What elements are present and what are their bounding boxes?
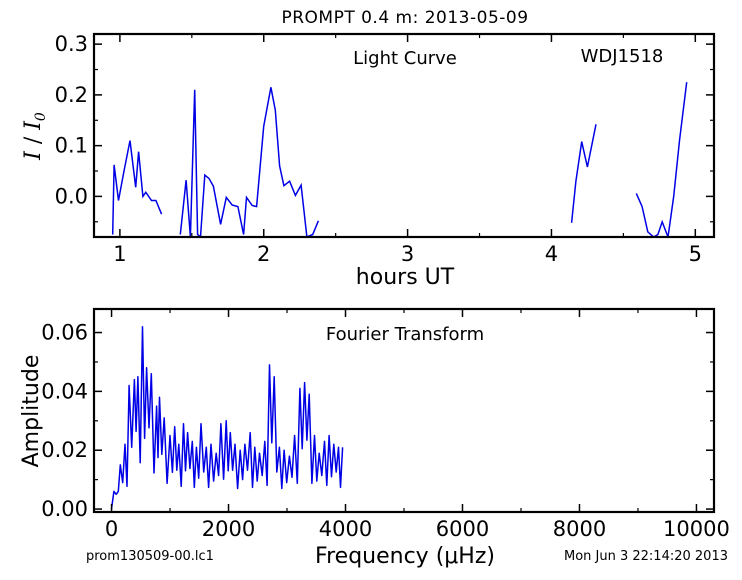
fourier-ytick-label: 0.00 bbox=[41, 497, 88, 521]
fourier-xtick-label: 8000 bbox=[553, 517, 606, 541]
light-curve-segment-2 bbox=[179, 87, 320, 237]
light-curve-xlabel: hours UT bbox=[356, 265, 455, 290]
light-curve-lines bbox=[111, 82, 688, 237]
fourier-xtick-label: 10000 bbox=[663, 517, 730, 541]
light-curve-segment-4 bbox=[635, 82, 688, 237]
light-curve-ytick-label: 0.2 bbox=[55, 83, 88, 107]
fourier-ticks: 0 2000 4000 6000 8000 10000 0.00 0.02 0.04 0.06 bbox=[41, 309, 730, 541]
fourier-label: Fourier Transform bbox=[326, 324, 484, 345]
light-curve-ticks: 1 2 3 4 5 0.0 0.1 0.2 0.3 bbox=[55, 32, 714, 266]
footer-filename: prom130509-00.lc1 bbox=[86, 549, 214, 564]
fourier-frame bbox=[92, 307, 716, 514]
light-curve-xtick-label: 4 bbox=[545, 242, 558, 266]
light-curve-segment-1 bbox=[111, 140, 163, 235]
light-curve-xtick-label: 1 bbox=[113, 242, 126, 266]
light-curve-panel: 1 2 3 4 5 0.0 0.1 0.2 0.3 Light Curve WDJ1518 ho… bbox=[21, 32, 716, 290]
light-curve-xtick-label: 2 bbox=[257, 242, 270, 266]
fourier-series-line bbox=[110, 325, 344, 510]
figure-title: PROMPT 0.4 m: 2013-05-09 bbox=[281, 8, 528, 28]
fourier-xtick-label: 0 bbox=[105, 517, 118, 541]
fourier-ytick-label: 0.02 bbox=[41, 438, 88, 462]
fourier-ytick-label: 0.06 bbox=[41, 321, 88, 345]
object-name-label: WDJ1518 bbox=[581, 46, 664, 67]
footer-timestamp: Mon Jun 3 22:14:20 2013 bbox=[564, 549, 728, 564]
fourier-ytick-label: 0.04 bbox=[41, 379, 88, 403]
fourier-xtick-label: 6000 bbox=[436, 517, 489, 541]
light-curve-xtick-label: 5 bbox=[689, 242, 702, 266]
fourier-ylabel: Amplitude bbox=[19, 355, 44, 468]
fourier-xtick-label: 4000 bbox=[319, 517, 372, 541]
light-curve-frame bbox=[92, 32, 716, 239]
fourier-lines bbox=[110, 325, 344, 510]
light-curve-ylabel: I / I0 bbox=[21, 112, 49, 161]
fourier-xlabel: Frequency (μHz) bbox=[315, 544, 495, 569]
light-curve-ytick-label: 0.3 bbox=[55, 32, 88, 56]
fourier-xtick-label: 2000 bbox=[202, 517, 255, 541]
light-curve-xtick-label: 3 bbox=[401, 242, 414, 266]
light-curve-label: Light Curve bbox=[353, 48, 457, 69]
fourier-panel: 0 2000 4000 6000 8000 10000 0.00 0.02 0.04 0.06 F… bbox=[19, 307, 730, 569]
light-curve-ytick-label: 0.1 bbox=[55, 134, 88, 158]
light-curve-ytick-label: 0.0 bbox=[55, 184, 88, 208]
light-curve-segment-3 bbox=[570, 124, 597, 223]
